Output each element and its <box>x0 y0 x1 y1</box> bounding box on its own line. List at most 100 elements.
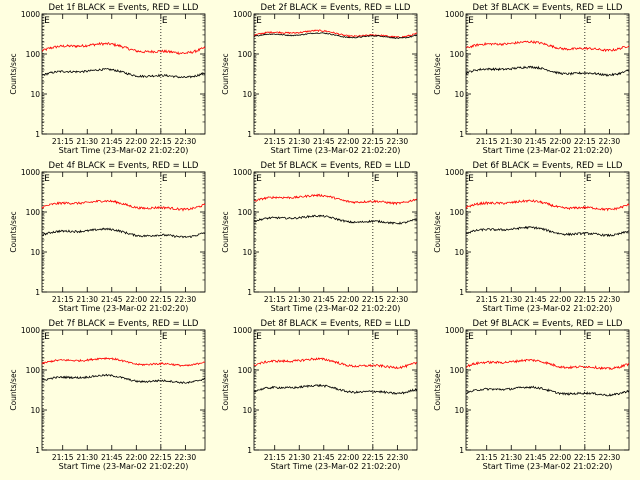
y-tick-label: 10 <box>30 406 40 415</box>
x-tick-label: 21:15 <box>476 137 498 146</box>
x-tick-label: 21:30 <box>500 453 522 462</box>
x-tick-label: 21:15 <box>476 295 498 304</box>
y-tick-label: 1000 <box>233 168 252 177</box>
x-tick-label: 22:30 <box>175 137 197 146</box>
x-tick-label: 22:15 <box>362 137 384 146</box>
event-marker-label: E <box>44 16 50 26</box>
x-axis-label: Start Time (23-Mar-02 21:02:20) <box>59 146 189 155</box>
x-tick-label: 22:15 <box>362 295 384 304</box>
y-tick-label: 100 <box>26 208 41 217</box>
series-lld-red <box>254 193 418 206</box>
x-tick-label: 22:00 <box>337 137 359 146</box>
y-tick-label: 10 <box>454 406 464 415</box>
y-axis-label: Counts/sec <box>221 211 230 252</box>
x-tick-label: 22:00 <box>125 295 147 304</box>
x-axis-label: Start Time (23-Mar-02 21:02:20) <box>483 146 613 155</box>
y-tick-label: 1 <box>35 130 40 139</box>
y-tick-label: 100 <box>450 50 465 59</box>
event-marker-label: E <box>586 16 592 26</box>
x-tick-label: 22:15 <box>574 453 596 462</box>
x-tick-label: 21:45 <box>525 137 547 146</box>
x-tick-label: 22:00 <box>549 295 571 304</box>
x-tick-label: 21:45 <box>101 295 123 304</box>
y-axis-label: Counts/sec <box>9 53 18 94</box>
series-lld-red <box>465 199 630 212</box>
x-tick-label: 21:45 <box>313 295 335 304</box>
plot-frame <box>41 171 206 293</box>
y-tick-label: 1 <box>459 288 464 297</box>
x-tick-label: 21:45 <box>525 453 547 462</box>
y-tick-label: 100 <box>26 366 41 375</box>
chart-title: Det 4f BLACK = Events, RED = LLD <box>49 161 199 171</box>
x-tick-label: 22:15 <box>574 137 596 146</box>
x-tick-label: 22:30 <box>599 137 621 146</box>
y-tick-label: 1 <box>459 130 464 139</box>
y-tick-label: 1000 <box>445 10 464 19</box>
plot-frame <box>465 329 630 451</box>
chart-title: Det 2f BLACK = Events, RED = LLD <box>261 3 411 13</box>
x-tick-label: 21:45 <box>313 137 335 146</box>
event-marker-label: E <box>44 332 50 342</box>
y-tick-label: 100 <box>238 208 253 217</box>
y-tick-label: 100 <box>26 50 41 59</box>
event-marker-label: E <box>586 332 592 342</box>
y-tick-label: 1000 <box>233 326 252 335</box>
x-tick-label: 21:30 <box>76 137 98 146</box>
series-lld-red <box>253 357 418 370</box>
event-marker-label: E <box>374 174 380 184</box>
y-tick-label: 10 <box>242 90 252 99</box>
x-tick-label: 22:30 <box>387 137 409 146</box>
series-events-black <box>465 65 630 77</box>
plot-frame <box>41 13 206 135</box>
y-tick-label: 1 <box>459 446 464 455</box>
series-events-black <box>41 67 206 79</box>
series-events-black <box>42 227 206 239</box>
x-axis-label: Start Time (23-Mar-02 21:02:20) <box>271 304 401 313</box>
x-tick-label: 21:45 <box>101 137 123 146</box>
y-tick-label: 100 <box>238 366 253 375</box>
series-lld-red <box>41 356 206 367</box>
x-tick-label: 22:15 <box>150 295 172 304</box>
event-marker-label: E <box>374 16 380 26</box>
x-axis-label: Start Time (23-Mar-02 21:02:20) <box>483 304 613 313</box>
x-axis-label: Start Time (23-Mar-02 21:02:20) <box>271 146 401 155</box>
chart-panel-4: Det 4f BLACK = Events, RED = LLD 1 10 100 10… <box>9 161 206 313</box>
series-events-black <box>253 383 418 395</box>
chart-title: Det 3f BLACK = Events, RED = LLD <box>473 3 623 13</box>
x-axis-label: Start Time (23-Mar-02 21:02:20) <box>271 462 401 471</box>
chart-panel-8: Det 8f BLACK = Events, RED = LLD 1 10 100 10… <box>221 319 418 471</box>
y-tick-label: 100 <box>450 208 465 217</box>
chart-panel-9: Det 9f BLACK = Events, RED = LLD 1 10 100 10… <box>433 319 630 471</box>
series-lld-red <box>465 40 630 53</box>
x-tick-label: 22:00 <box>337 453 359 462</box>
x-axis-label: Start Time (23-Mar-02 21:02:20) <box>483 462 613 471</box>
x-tick-label: 21:15 <box>264 137 286 146</box>
y-axis-label: Counts/sec <box>433 211 442 252</box>
x-tick-label: 21:15 <box>52 137 74 146</box>
chart-title: Det 8f BLACK = Events, RED = LLD <box>261 319 411 329</box>
y-tick-label: 100 <box>238 50 253 59</box>
series-events-black <box>465 225 630 238</box>
chart-panel-7: Det 7f BLACK = Events, RED = LLD 1 10 100 10… <box>9 319 206 471</box>
chart-panel-1: Det 1f BLACK = Events, RED = LLD 1 10 100 10… <box>9 3 206 155</box>
event-marker-label: E <box>586 174 592 184</box>
chart-title: Det 1f BLACK = Events, RED = LLD <box>49 3 199 13</box>
event-marker-label: E <box>468 332 474 342</box>
plot-frame <box>465 13 630 135</box>
event-marker-label: E <box>162 16 168 26</box>
y-tick-label: 10 <box>242 248 252 257</box>
y-tick-label: 1 <box>247 288 252 297</box>
x-tick-label: 21:30 <box>500 295 522 304</box>
plot-frame <box>41 329 206 451</box>
y-tick-label: 100 <box>450 366 465 375</box>
y-axis-label: Counts/sec <box>9 211 18 252</box>
y-tick-label: 1 <box>247 130 252 139</box>
y-tick-label: 1000 <box>21 10 40 19</box>
chart-panel-6: Det 6f BLACK = Events, RED = LLD 1 10 100 10… <box>433 161 630 313</box>
y-tick-label: 1000 <box>233 10 252 19</box>
y-tick-label: 10 <box>454 90 464 99</box>
chart-panel-2: Det 2f BLACK = Events, RED = LLD 1 10 100 10… <box>221 3 418 155</box>
series-lld-red <box>41 199 206 212</box>
y-tick-label: 10 <box>454 248 464 257</box>
